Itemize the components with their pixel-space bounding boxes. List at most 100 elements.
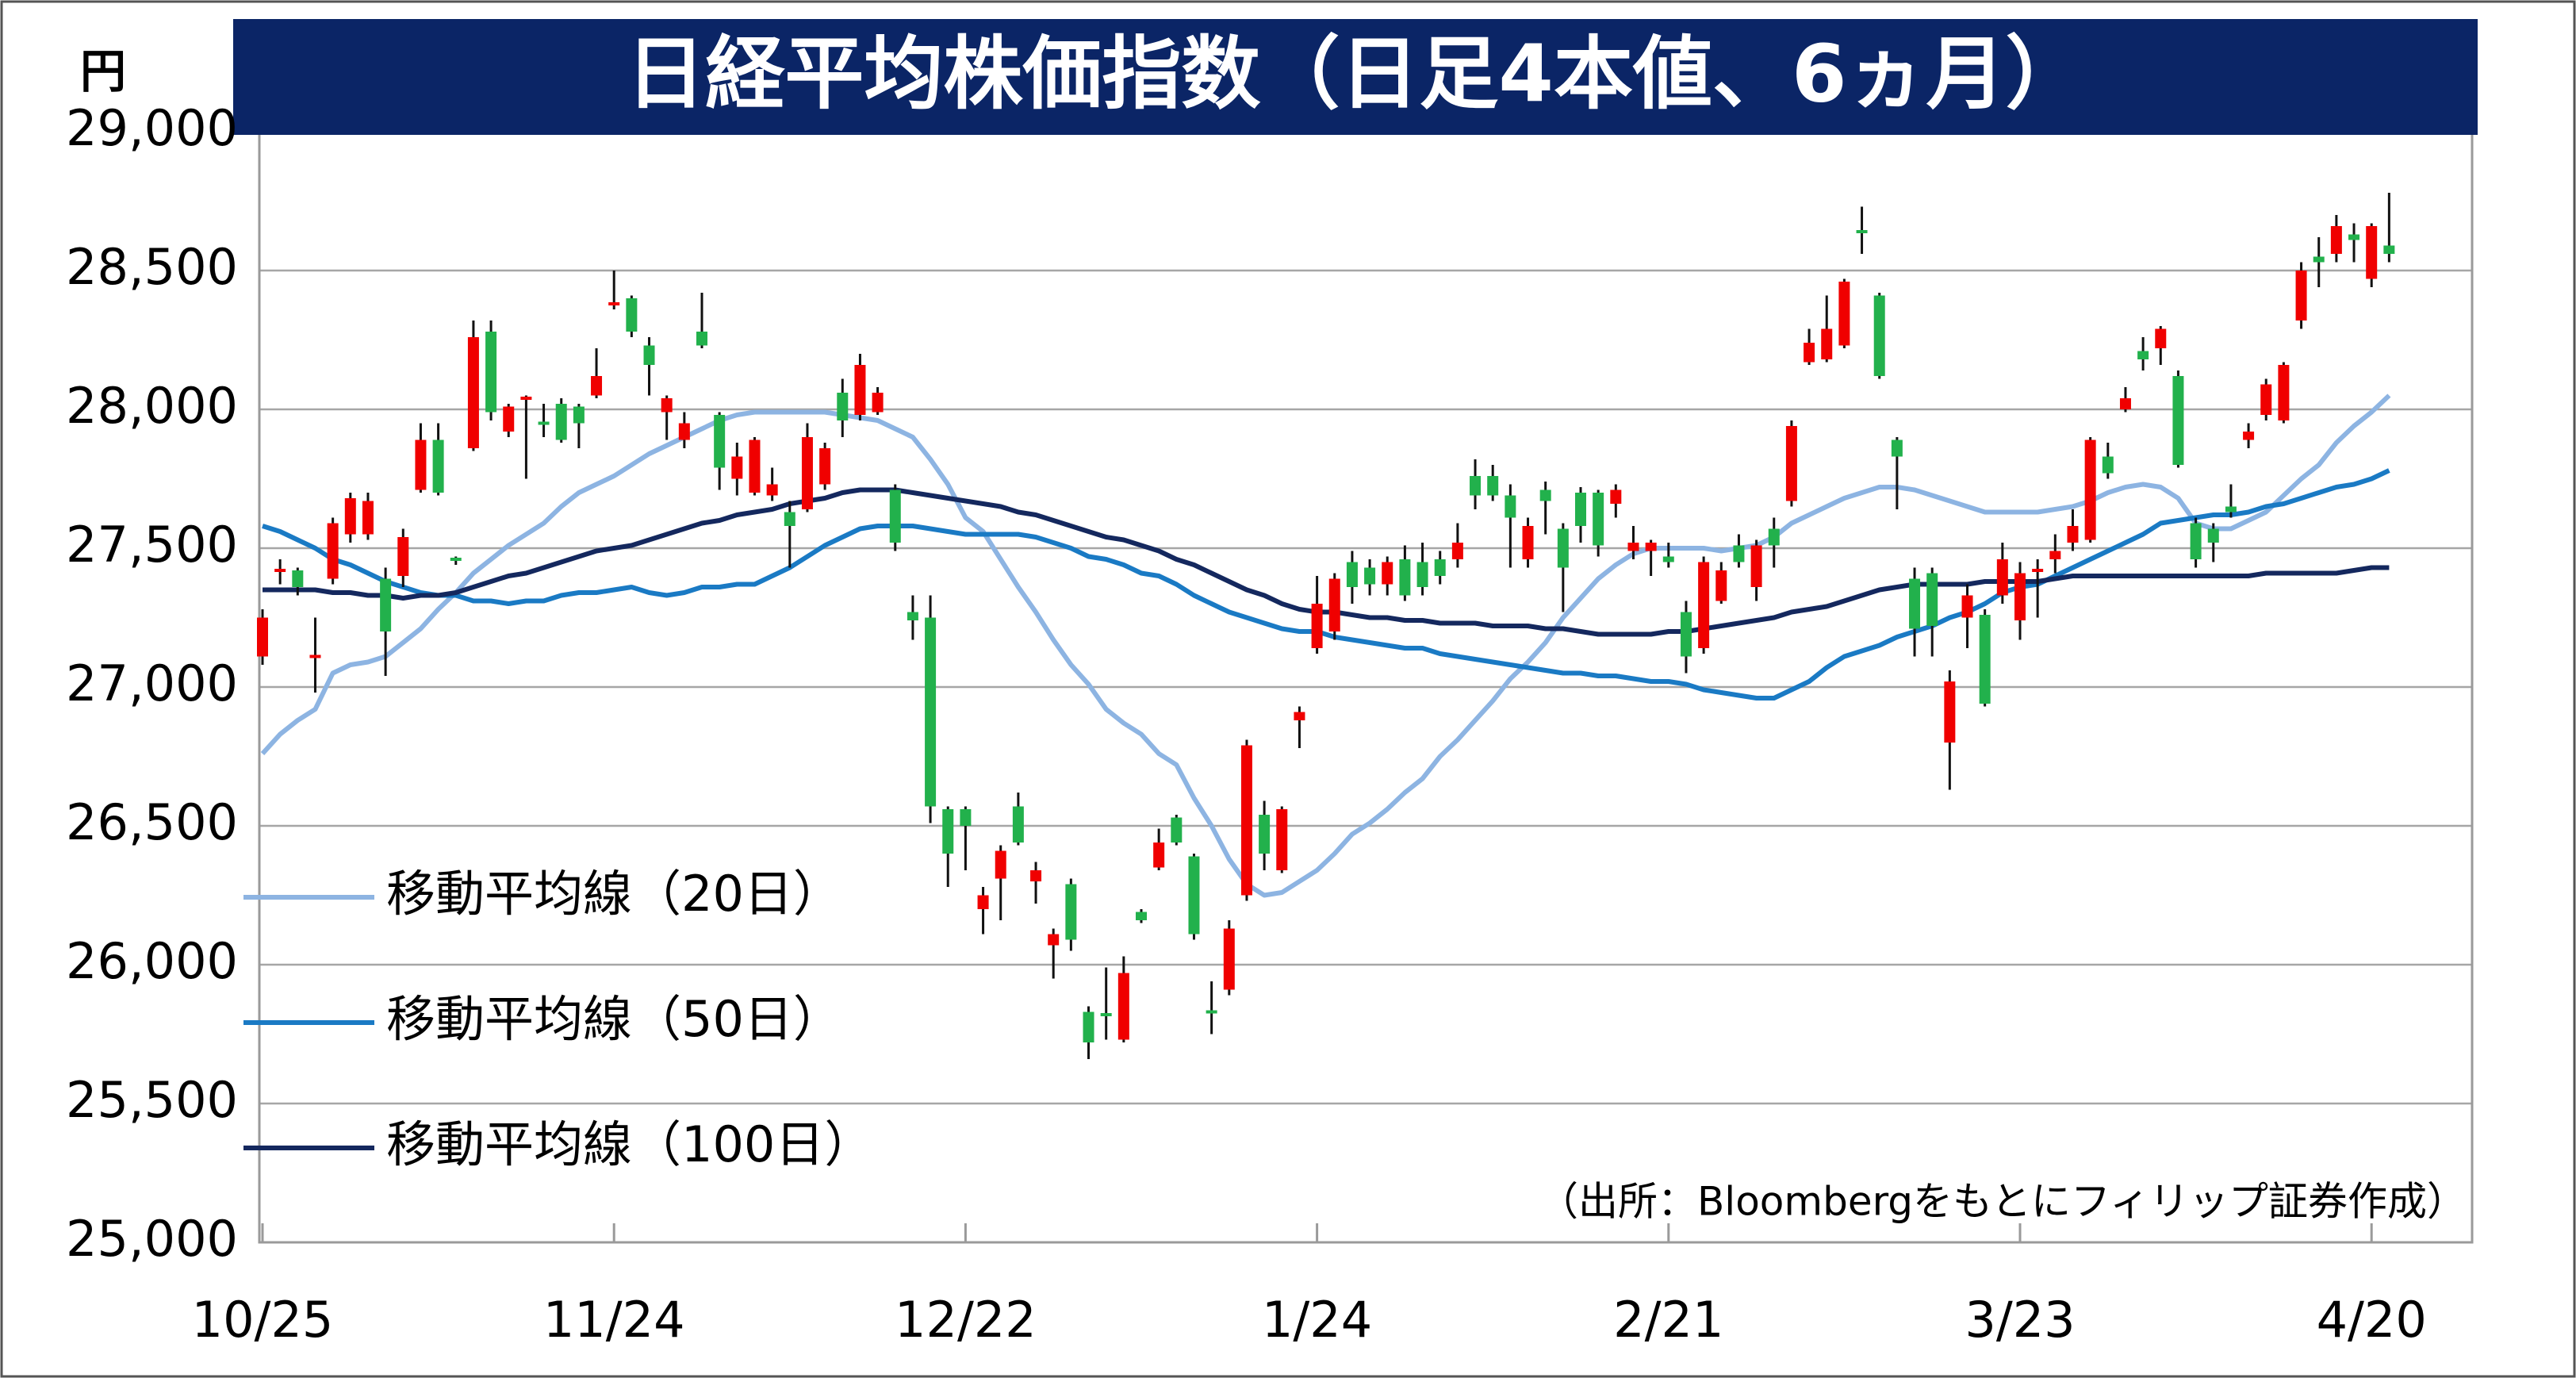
candle-body xyxy=(1065,884,1077,940)
candle-body xyxy=(977,895,989,909)
candle-body xyxy=(1979,615,1991,704)
x-tick-label: 10/25 xyxy=(192,1291,334,1349)
y-tick-label: 28,000 xyxy=(66,377,238,435)
candle-body xyxy=(1048,934,1060,946)
candle-body xyxy=(2102,456,2114,474)
candle-body xyxy=(731,456,743,479)
candle-body xyxy=(1030,870,1042,881)
candle-body xyxy=(1434,559,1446,576)
candle-body xyxy=(749,440,761,493)
y-tick-label: 26,500 xyxy=(66,793,238,851)
candle-body xyxy=(1821,328,1833,359)
candle-body xyxy=(2295,271,2307,321)
candle-body xyxy=(872,393,884,413)
candle-body xyxy=(801,437,813,509)
candle-body xyxy=(889,489,901,543)
candle-body xyxy=(1240,745,1252,896)
candle-body xyxy=(1117,973,1129,1040)
candle-body xyxy=(274,569,286,572)
candle-body xyxy=(942,809,954,854)
candle-body xyxy=(467,337,479,448)
candle-body xyxy=(415,440,427,490)
candle-body xyxy=(2067,526,2079,543)
candle-body xyxy=(1733,545,1745,562)
candle-body xyxy=(344,498,356,535)
moving-average-line xyxy=(262,468,2390,701)
candle-body xyxy=(1451,543,1463,559)
candle-body xyxy=(1136,912,1147,920)
candle-body xyxy=(1505,495,1516,518)
moving-average-line xyxy=(260,393,2391,898)
candle-body xyxy=(257,617,268,657)
candle-body xyxy=(819,448,831,485)
candle-body xyxy=(1487,476,1499,496)
candle-body xyxy=(2383,245,2395,254)
candle-body xyxy=(661,398,673,413)
candle-body xyxy=(1645,543,1657,551)
candle-body xyxy=(696,332,707,346)
candle-body xyxy=(626,298,638,332)
candle-body xyxy=(538,421,550,425)
candle-body xyxy=(1575,493,1586,526)
candle-body xyxy=(1522,526,1534,559)
candle-body xyxy=(2278,365,2290,420)
candle-body xyxy=(2137,351,2149,359)
candle-body xyxy=(1785,426,1797,501)
candle-body xyxy=(1909,578,1921,629)
candle-body xyxy=(1311,604,1323,648)
moving-average-line xyxy=(263,487,2390,637)
candle-body xyxy=(2243,432,2255,440)
line-layer xyxy=(260,393,2391,898)
candle-body xyxy=(1996,559,2008,596)
candle-body xyxy=(1416,562,1428,587)
candle-body xyxy=(2119,398,2131,409)
candle-body xyxy=(2207,528,2219,543)
candle-body xyxy=(643,345,655,365)
candle-body xyxy=(1750,545,1762,587)
candle-body xyxy=(1856,230,1868,233)
y-tick-label: 29,000 xyxy=(66,99,238,157)
candle-body xyxy=(2190,523,2202,559)
x-tick-label: 1/24 xyxy=(1262,1291,1372,1349)
candle-body xyxy=(678,423,690,440)
legend: 移動平均線（20日） 移動平均線（50日） 移動平均線（100日） xyxy=(243,865,873,1173)
candle-body xyxy=(2313,256,2325,263)
candle-body xyxy=(1171,817,1183,843)
candle-body xyxy=(362,501,374,535)
candle-body xyxy=(1259,815,1271,854)
candle-body xyxy=(2260,384,2272,415)
candle-body xyxy=(1100,1013,1112,1016)
candle-body xyxy=(2014,573,2026,620)
candle-body xyxy=(960,809,972,826)
y-tick-label: 26,000 xyxy=(66,932,238,990)
legend-label: 移動平均線（100日） xyxy=(386,1115,873,1173)
x-tick-label: 2/21 xyxy=(1613,1291,1723,1349)
candle-body xyxy=(2032,569,2044,572)
candle-body xyxy=(432,440,444,493)
candle-body xyxy=(995,850,1006,879)
candle-body xyxy=(397,537,409,576)
candle-body xyxy=(714,415,726,468)
candle-body xyxy=(766,484,778,496)
candle-body xyxy=(784,512,795,526)
candle-body xyxy=(854,365,866,415)
candle-body xyxy=(485,332,497,413)
candle-body xyxy=(1364,567,1376,585)
candle-body xyxy=(2366,226,2378,279)
candle-body xyxy=(1539,489,1551,501)
x-tick-label: 12/22 xyxy=(895,1291,1037,1349)
candle-body xyxy=(1698,562,1710,648)
candle-body xyxy=(1961,595,1973,618)
candle-body xyxy=(2330,226,2342,254)
candle-body xyxy=(2225,506,2237,512)
candle-body xyxy=(1083,1011,1094,1042)
candle-body xyxy=(1153,843,1165,868)
candle-body xyxy=(1627,543,1639,551)
candle-body xyxy=(292,570,304,587)
candle-body xyxy=(450,558,462,561)
candle-body xyxy=(1470,476,1482,496)
candle-body xyxy=(1276,809,1288,870)
